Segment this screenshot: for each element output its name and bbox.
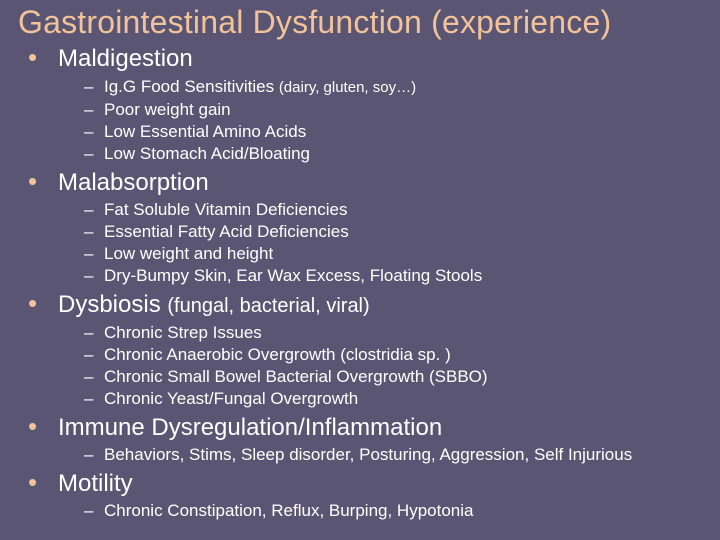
topic-label: Maldigestion — [58, 45, 193, 74]
bullet-icon: • — [18, 416, 58, 436]
sub-text: Chronic Strep Issues — [104, 322, 262, 344]
dash-icon: – — [84, 444, 104, 466]
section-immune: • Immune Dysregulation/Inflammation –Beh… — [18, 414, 702, 466]
sub-list: –Chronic Strep Issues –Chronic Anaerobic… — [84, 322, 702, 410]
sub-text: Chronic Anaerobic Overgrowth (clostridia… — [104, 344, 451, 366]
slide-title: Gastrointestinal Dysfunction (experience… — [18, 4, 702, 41]
sub-text: Chronic Yeast/Fungal Overgrowth — [104, 388, 358, 410]
topic-row: • Malabsorption — [18, 169, 702, 197]
sub-item: –Low Stomach Acid/Bloating — [84, 143, 702, 165]
sub-item: –Chronic Small Bowel Bacterial Overgrowt… — [84, 366, 702, 388]
sub-list: –Ig.G Food Sensitivities (dairy, gluten,… — [84, 76, 702, 165]
sub-item: –Essential Fatty Acid Deficiencies — [84, 221, 702, 243]
sub-item: –Chronic Strep Issues — [84, 322, 702, 344]
sub-item: –Low Essential Amino Acids — [84, 121, 702, 143]
section-malabsorption: • Malabsorption –Fat Soluble Vitamin Def… — [18, 169, 702, 287]
sub-text: Ig.G Food Sensitivities (dairy, gluten, … — [104, 76, 416, 99]
topic-row: • Maldigestion — [18, 45, 702, 74]
sub-text: Low Essential Amino Acids — [104, 121, 306, 143]
dash-icon: – — [84, 388, 104, 410]
dash-icon: – — [84, 121, 104, 143]
dash-icon: – — [84, 221, 104, 243]
topic-text: Dysbiosis — [58, 291, 167, 318]
topic-row: • Motility — [18, 470, 702, 498]
dash-icon: – — [84, 344, 104, 366]
topic-suffix: (fungal, bacterial, viral) — [167, 295, 369, 317]
sub-text: Chronic Constipation, Reflux, Burping, H… — [104, 500, 473, 522]
topic-row: • Dysbiosis (fungal, bacterial, viral) — [18, 291, 702, 320]
bullet-icon: • — [18, 293, 58, 313]
sub-text: Chronic Small Bowel Bacterial Overgrowth… — [104, 366, 488, 388]
sub-item: –Chronic Constipation, Reflux, Burping, … — [84, 500, 702, 522]
sub-item: –Low weight and height — [84, 243, 702, 265]
dash-icon: – — [84, 99, 104, 121]
sub-text: Behaviors, Stims, Sleep disorder, Postur… — [104, 444, 632, 466]
sub-text: Essential Fatty Acid Deficiencies — [104, 221, 349, 243]
dash-icon: – — [84, 265, 104, 287]
sub-text: Low weight and height — [104, 243, 273, 265]
section-motility: • Motility –Chronic Constipation, Reflux… — [18, 470, 702, 522]
sub-item: –Fat Soluble Vitamin Deficiencies — [84, 199, 702, 221]
dash-icon: – — [84, 143, 104, 165]
topic-label: Motility — [58, 470, 133, 498]
sub-item: –Chronic Yeast/Fungal Overgrowth — [84, 388, 702, 410]
topic-label: Malabsorption — [58, 169, 209, 197]
section-dysbiosis: • Dysbiosis (fungal, bacterial, viral) –… — [18, 291, 702, 410]
sub-item: –Poor weight gain — [84, 99, 702, 121]
slide: Gastrointestinal Dysfunction (experience… — [0, 0, 720, 540]
topic-text: Maldigestion — [58, 45, 193, 72]
bullet-icon: • — [18, 171, 58, 191]
sub-item: –Ig.G Food Sensitivities (dairy, gluten,… — [84, 76, 702, 99]
dash-icon: – — [84, 500, 104, 522]
dash-icon: – — [84, 322, 104, 344]
dash-icon: – — [84, 199, 104, 221]
sub-text: Low Stomach Acid/Bloating — [104, 143, 310, 165]
bullet-icon: • — [18, 472, 58, 492]
sub-text: Dry-Bumpy Skin, Ear Wax Excess, Floating… — [104, 265, 482, 287]
bullet-icon: • — [18, 47, 58, 67]
dash-icon: – — [84, 76, 104, 98]
sub-list: –Chronic Constipation, Reflux, Burping, … — [84, 500, 702, 522]
sub-list: –Fat Soluble Vitamin Deficiencies –Essen… — [84, 199, 702, 287]
dash-icon: – — [84, 243, 104, 265]
topic-label: Dysbiosis (fungal, bacterial, viral) — [58, 291, 370, 320]
section-maldigestion: • Maldigestion –Ig.G Food Sensitivities … — [18, 45, 702, 165]
dash-icon: – — [84, 366, 104, 388]
sub-item: –Dry-Bumpy Skin, Ear Wax Excess, Floatin… — [84, 265, 702, 287]
sub-list: –Behaviors, Stims, Sleep disorder, Postu… — [84, 444, 702, 466]
sub-item: –Behaviors, Stims, Sleep disorder, Postu… — [84, 444, 702, 466]
sub-text: Poor weight gain — [104, 99, 231, 121]
topic-row: • Immune Dysregulation/Inflammation — [18, 414, 702, 442]
sub-item: –Chronic Anaerobic Overgrowth (clostridi… — [84, 344, 702, 366]
sub-text: Fat Soluble Vitamin Deficiencies — [104, 199, 347, 221]
topic-label: Immune Dysregulation/Inflammation — [58, 414, 442, 442]
